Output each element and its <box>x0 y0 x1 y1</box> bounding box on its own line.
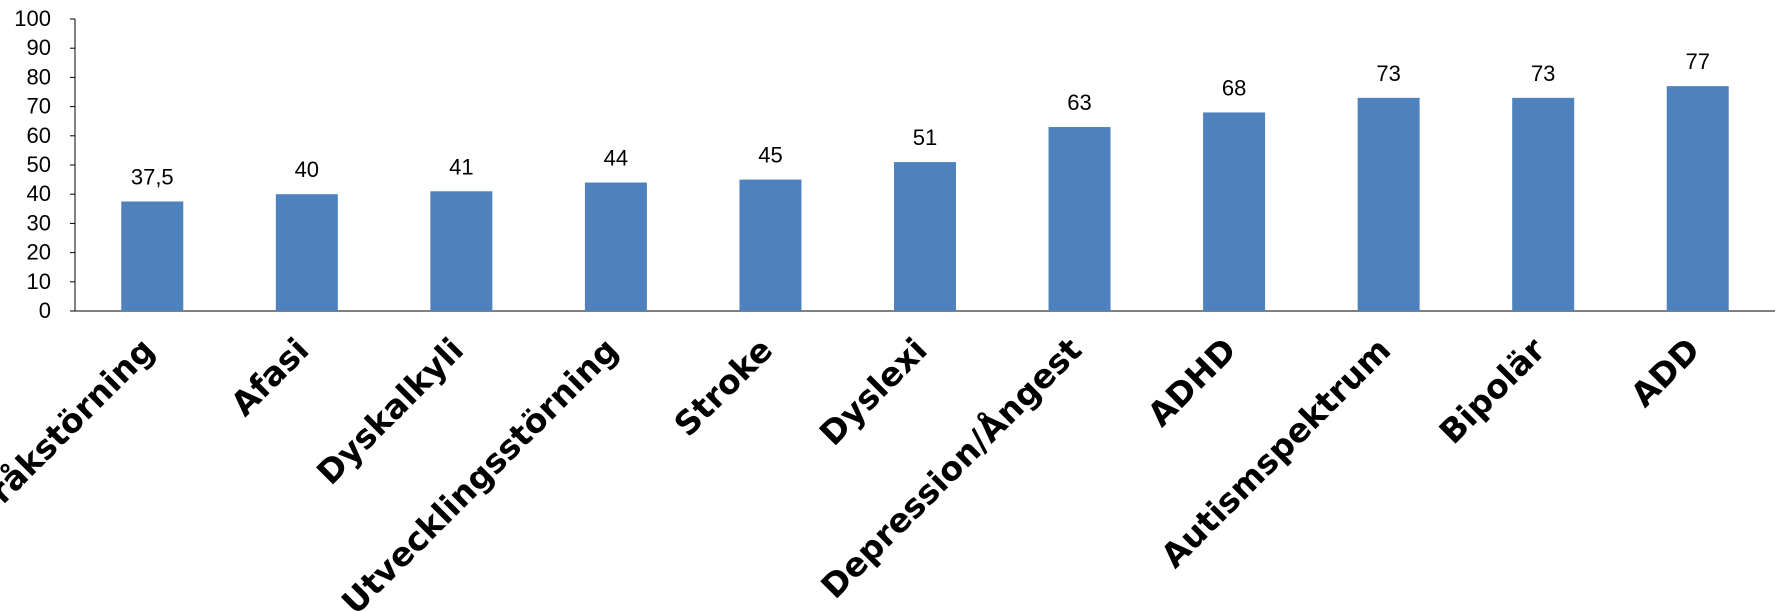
bar <box>894 162 956 311</box>
category-label: Dyskalkyli <box>309 330 471 492</box>
y-tick-label: 100 <box>14 6 51 31</box>
data-label: 37,5 <box>131 165 174 190</box>
data-label: 44 <box>604 146 628 171</box>
bar <box>1512 97 1575 311</box>
y-tick-label: 0 <box>39 298 51 323</box>
y-tick-label: 90 <box>27 35 51 60</box>
category-labels: Språkstörning AfasiDyskalkyliUtvecklingss… <box>0 329 1707 612</box>
category-label: ADHD <box>1140 330 1244 434</box>
bar <box>739 179 802 311</box>
bar <box>1666 86 1729 311</box>
y-tick-label: 40 <box>27 181 51 206</box>
data-label: 63 <box>1067 90 1091 115</box>
bar <box>1203 112 1266 311</box>
bar <box>1357 97 1420 311</box>
data-label: 51 <box>913 125 937 150</box>
category-label: Dyslexi <box>812 330 935 453</box>
data-labels: 37,5 40 41 44 45 51 63 68 73 73 77 <box>131 49 1710 189</box>
y-tick-label: 30 <box>27 210 51 235</box>
category-label: Stroke <box>666 330 780 444</box>
data-label: 68 <box>1222 75 1246 100</box>
y-tick-label: 20 <box>27 240 51 265</box>
bars <box>121 86 1729 311</box>
y-tick-label: 10 <box>27 269 51 294</box>
category-label: Afasi <box>223 330 316 423</box>
bar <box>584 182 647 311</box>
data-label: 45 <box>758 143 782 168</box>
data-label: 73 <box>1376 61 1400 86</box>
y-tick-label: 50 <box>27 152 51 177</box>
data-label: 77 <box>1685 49 1709 74</box>
data-label: 41 <box>449 154 473 179</box>
y-tick-label: 80 <box>27 64 51 89</box>
category-label: ADD <box>1623 330 1707 414</box>
y-tick-label: 60 <box>27 123 51 148</box>
y-tick-label: 70 <box>27 94 51 119</box>
bar <box>275 194 338 311</box>
category-label: Utvecklingsstörning <box>334 330 626 612</box>
y-axis: 0 10 20 30 40 50 60 70 80 90 100 <box>14 6 1775 323</box>
category-label: Bipolär <box>1431 330 1553 452</box>
bar <box>1048 127 1111 311</box>
data-label: 73 <box>1531 61 1555 86</box>
bar <box>121 201 184 311</box>
category-label: Språkstörning <box>0 330 162 544</box>
bar <box>430 191 493 311</box>
category-label: Depression/Ångest <box>812 329 1089 606</box>
data-label: 40 <box>295 157 319 182</box>
